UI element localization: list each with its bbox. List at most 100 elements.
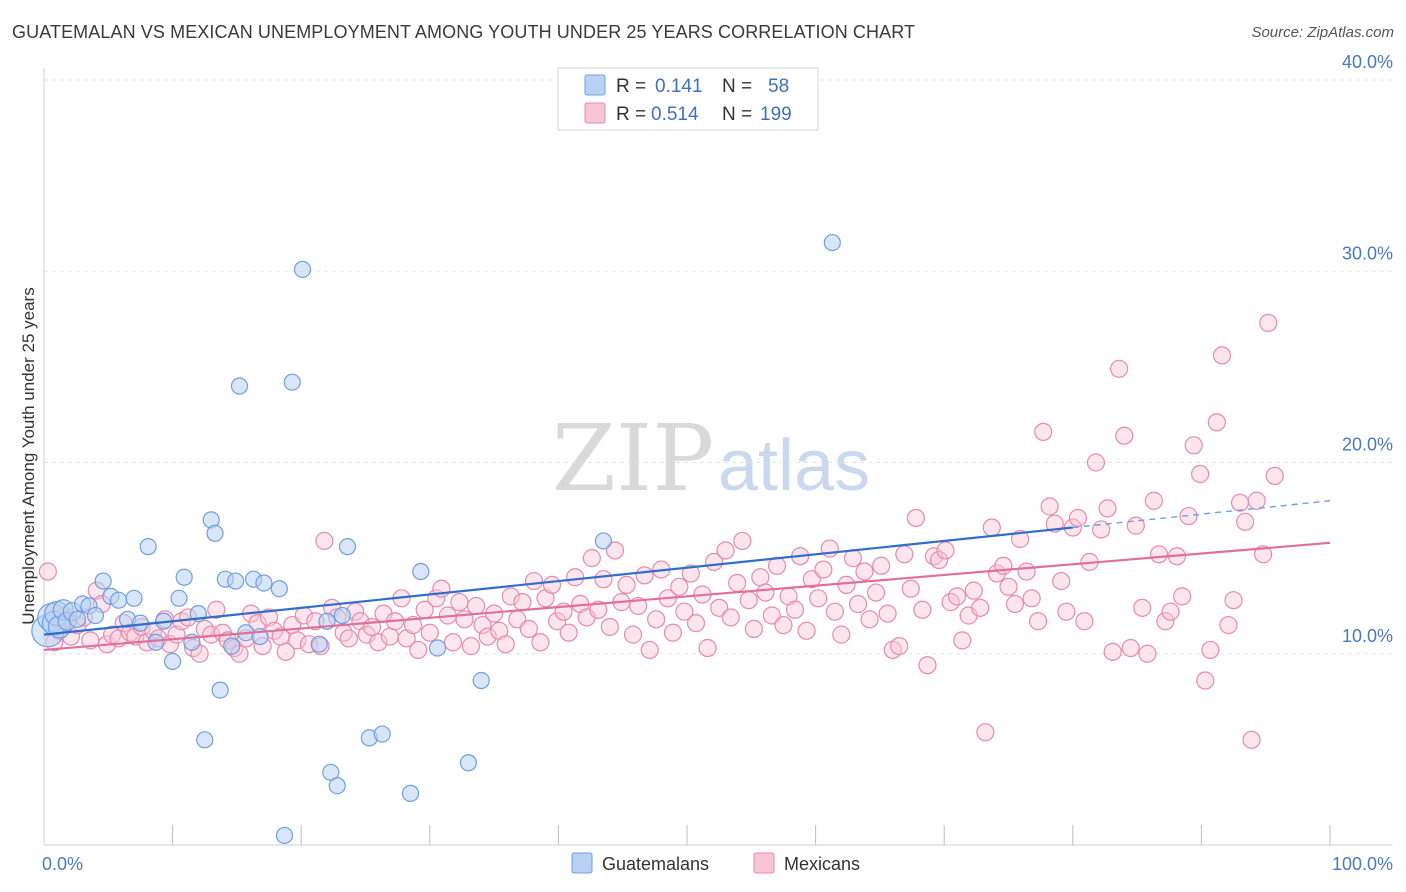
mexican-point-117 [716,541,735,560]
mexican-point-122 [744,619,763,638]
mexican-point-151 [913,600,932,619]
guatemalan-point-53 [459,754,477,772]
mexican-point-87 [542,575,562,595]
guatemalan-point-21 [164,652,182,671]
mexican-point-75 [473,615,492,635]
guatemalan-point-26 [196,731,214,749]
mexican-point-183 [1098,499,1117,518]
legend-r-value-mexicans: 0.514 [651,104,699,125]
guatemalan-point-19 [147,633,165,651]
guatemalan-point-14 [109,591,128,609]
guatemalan-point-47 [338,538,357,556]
mexican-point-105 [647,610,666,629]
legend-swatch-mexicans [584,102,606,124]
mexican-point-124 [756,583,775,602]
source-label: Source: ZipAtlas.com [1251,24,1394,41]
mexican-point-131 [797,621,816,640]
mexican-point-187 [1121,638,1140,658]
mexican-point-202 [1207,413,1226,432]
y-axis-ticks: 10.0% 20.0% 30.0% 40.0% [1342,52,1393,646]
mexican-points [38,313,1284,749]
guatemalan-point-16 [125,589,143,607]
mexican-point-191 [1144,491,1163,510]
legend-swatch-guatemalans [584,74,606,96]
x-tick-label-max: 100.0% [1332,854,1393,874]
mexican-point-175 [1052,571,1071,591]
mexican-point-145 [878,604,897,623]
mexican-point-176 [1057,602,1076,621]
mexican-point-48 [315,531,334,551]
mexican-point-59 [380,627,400,646]
mexican-point-133 [809,589,828,608]
guatemalan-point-49 [373,725,391,743]
mexican-point-108 [663,623,682,642]
mexican-point-169 [1017,562,1036,581]
mexican-point-207 [1236,512,1255,531]
legend-r-value-guatemalans: 0.141 [655,76,703,97]
mexican-point-204 [1219,615,1238,635]
mexican-point-208 [1242,730,1261,749]
mexican-point-173 [1040,497,1059,516]
mexican-point-82 [513,593,532,612]
mexican-point-194 [1161,602,1180,621]
guatemalan-point-23 [175,568,193,586]
guatemalan-point-28 [206,524,224,542]
mexican-point-127 [774,615,793,635]
mexican-point-171 [1028,612,1048,631]
series-legend: Guatemalans Mexicans [571,852,860,874]
mexican-point-163 [982,518,1001,537]
mexican-point-201 [1201,640,1220,660]
correlation-legend: R = 0.141 N = 58 R = 0.514 N = 199 [557,67,819,131]
bottom-legend-label-mexicans: Mexicans [784,854,860,874]
mexican-point-73 [461,636,481,656]
mexican-point-121 [739,591,758,610]
mexican-point-140 [848,594,868,614]
mexican-point-170 [1022,589,1041,608]
guatemalan-point-40 [283,373,301,391]
mexican-trend-line [43,541,1331,652]
chart-title: GUATEMALAN VS MEXICAN UNEMPLOYMENT AMONG… [12,22,916,42]
mexican-point-52 [339,629,358,648]
mexican-point-41 [276,642,295,661]
mexican-point-95 [589,600,608,619]
mexican-point-198 [1184,436,1203,455]
mexican-point-157 [947,587,967,606]
mexican-point-160 [964,581,983,600]
y-tick-label-2: 30.0% [1342,243,1393,263]
mexican-point-70 [443,633,463,652]
mexican-point-84 [524,571,544,591]
watermark-atlas: atlas [718,426,870,506]
mexican-point-162 [976,723,995,742]
mexican-point-154 [929,550,949,570]
legend-n-label-mexicans: N = [722,104,752,125]
mexican-point-166 [999,577,1018,596]
mexican-point-149 [901,579,920,598]
guatemalan-point-46 [333,606,351,625]
guatemalan-point-37 [255,574,273,592]
bottom-legend-label-guatemalans: Guatemalans [602,854,709,874]
y-axis-label: Unemployment Among Youth under 25 years [19,287,38,624]
guatemalan-point-54 [472,671,490,690]
mexican-point-186 [1115,426,1134,445]
mexican-point-141 [855,562,874,581]
guatemalan-point-39 [275,826,294,845]
mexican-point-138 [837,575,856,595]
mexican-point-38 [259,608,279,627]
guatemalan-point-12 [94,572,112,590]
mexican-point-120 [733,531,752,551]
mexican-point-190 [1138,644,1157,663]
mexican-point-212 [1265,466,1284,485]
mexican-point-83 [519,619,538,638]
mexican-point-112 [686,614,706,633]
mexican-point-66 [420,623,439,642]
mexican-point-210 [1254,545,1273,564]
axes [43,68,1393,846]
guatemalan-trend-line [43,526,1073,636]
legend-r-label-mexicans: R = [616,104,646,125]
mexican-point-63 [403,615,423,635]
mexican-point-184 [1103,642,1122,661]
watermark-zip: ZIP [552,405,714,512]
mexican-point-91 [566,568,585,587]
mexican-point-111 [681,564,700,583]
guatemalan-point-32 [227,572,245,590]
